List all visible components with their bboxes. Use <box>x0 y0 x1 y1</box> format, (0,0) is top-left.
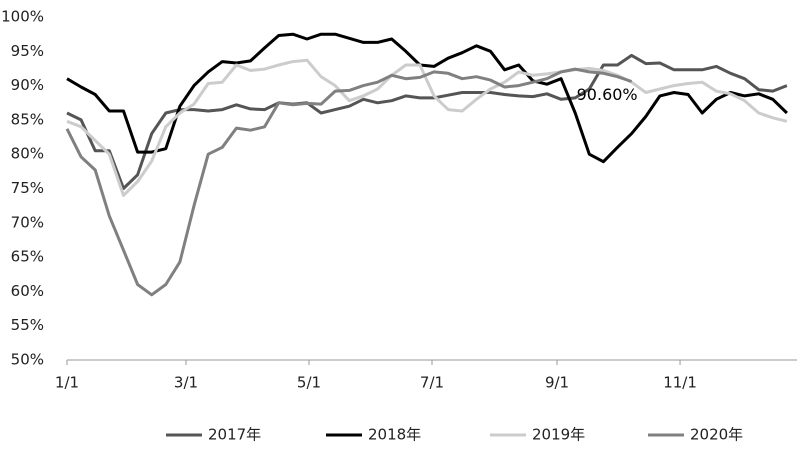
y-tick-label: 55% <box>11 316 44 334</box>
legend-label: 2019年 <box>532 426 585 444</box>
data-label: 90.60% <box>577 85 638 104</box>
x-tick-label: 5/1 <box>297 374 321 392</box>
x-tick-label: 9/1 <box>545 374 569 392</box>
y-tick-label: 80% <box>11 145 44 163</box>
x-tick-label: 7/1 <box>420 374 444 392</box>
series-line <box>65 67 633 297</box>
series-line <box>66 32 788 164</box>
x-tick-label: 1/1 <box>55 374 79 392</box>
legend-label: 2018年 <box>368 426 421 444</box>
y-tick-label: 90% <box>11 76 44 94</box>
y-tick-label: 70% <box>11 213 44 231</box>
y-tick-label: 50% <box>11 351 44 369</box>
y-tick-label: 100% <box>1 8 44 26</box>
legend-label: 2017年 <box>208 426 261 444</box>
y-tick-label: 95% <box>11 42 44 60</box>
x-tick-label: 11/1 <box>663 374 697 392</box>
x-tick-label: 3/1 <box>174 374 198 392</box>
legend-label: 2020年 <box>690 426 743 444</box>
y-tick-label: 60% <box>11 282 44 300</box>
y-tick-label: 65% <box>11 248 44 266</box>
series-line <box>66 58 788 197</box>
y-tick-label: 85% <box>11 110 44 128</box>
y-tick-label: 75% <box>11 179 44 197</box>
